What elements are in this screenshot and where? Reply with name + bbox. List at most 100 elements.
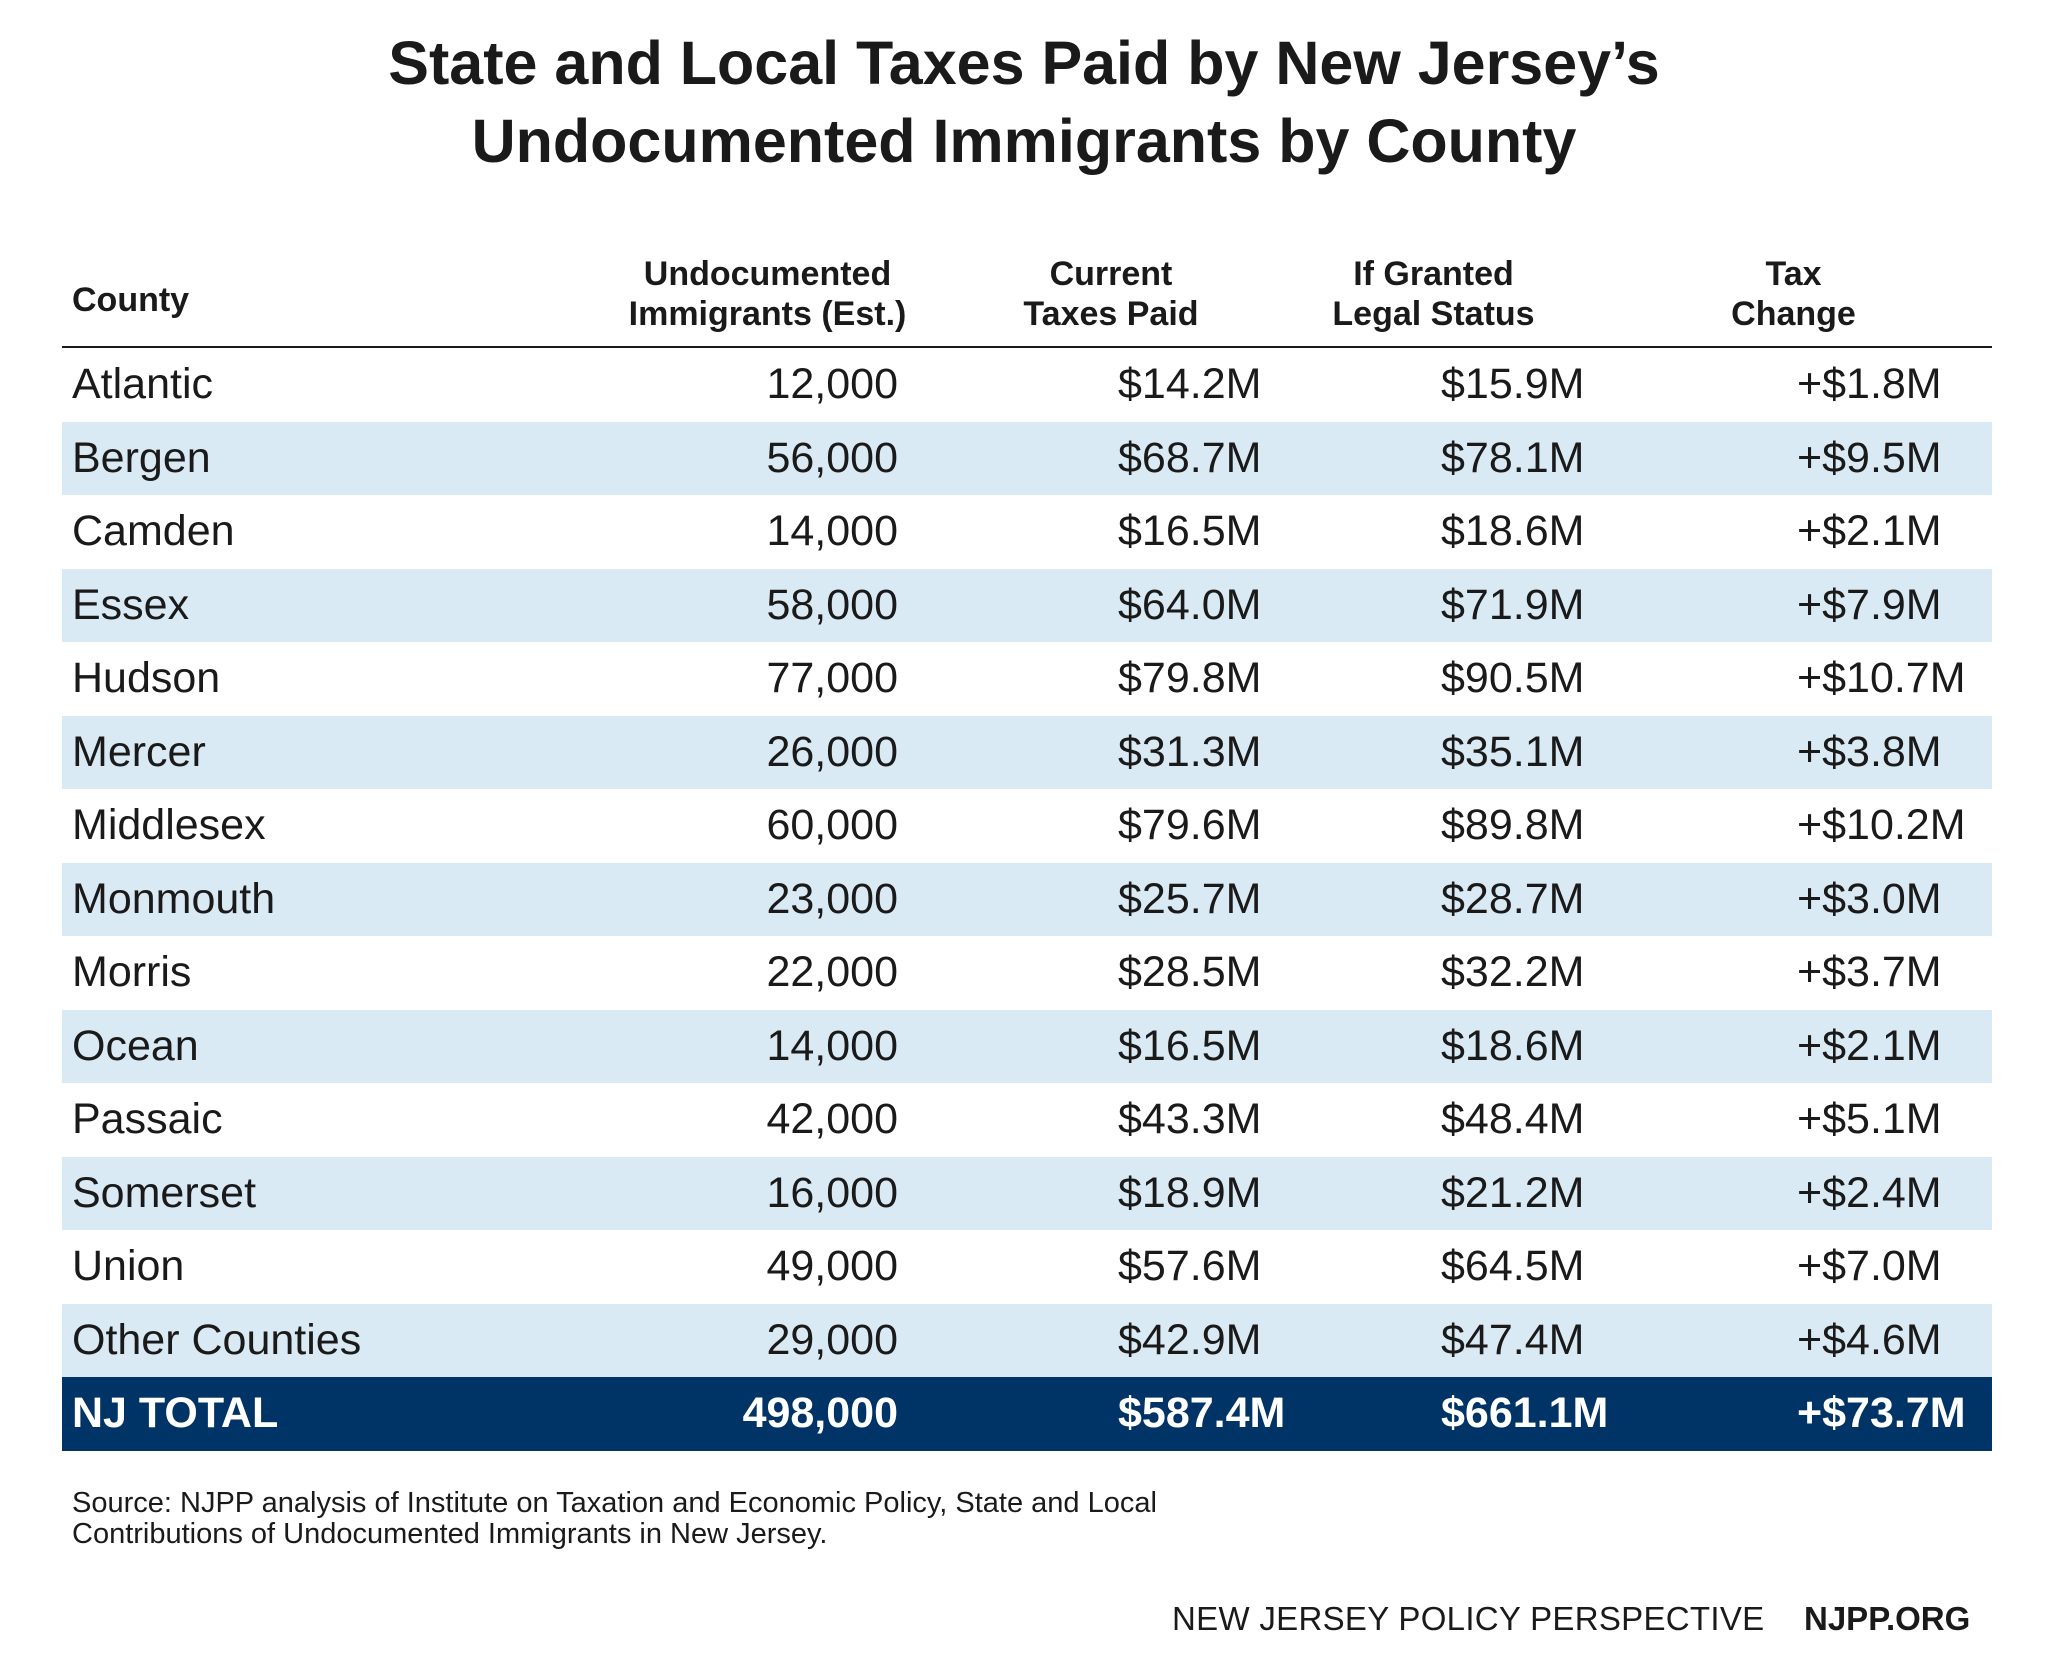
tax-change-cell: +$7.0M [1797,1242,1942,1291]
current-taxes-cell: $43.3M [1118,1095,1262,1144]
immigrants-cell: 22,000 [766,948,898,997]
source-line-1: Source: NJPP analysis of Institute on Ta… [72,1487,1157,1519]
county-cell: Atlantic [72,360,214,409]
county-cell: Ocean [62,1009,585,1083]
county-cell: Other Counties [62,1303,585,1377]
tax-change-cell: +$7.9M [1595,568,1992,642]
table-row: Essex 58,000 $64.0M $71.9M +$7.9M [62,568,1992,642]
tax-change-cell: +$9.5M [1595,421,1992,495]
county-cell: Mercer [62,715,585,789]
county-cell: Bergen [62,421,585,495]
source-note: Source: NJPP analysis of Institute on Ta… [72,1488,1372,1550]
table-body: Atlantic 12,000 $14.2M $15.9M +$1.8M Ber… [62,347,1992,1451]
granted-taxes-cell: $78.1M [1272,421,1595,495]
tax-change-cell: +$3.0M [1595,862,1992,936]
table-row: Camden 14,000 $16.5M $18.6M +$2.1M [62,495,1992,569]
immigrants-cell: 23,000 [585,862,950,936]
immigrants-cell: 56,000 [585,421,950,495]
granted-taxes-cell: $35.1M [1272,715,1595,789]
granted-taxes-cell: $21.2M [1272,1156,1595,1230]
table-row: Mercer 26,000 $31.3M $35.1M +$3.8M [62,715,1992,789]
current-taxes-cell: $14.2M [1118,360,1262,409]
granted-taxes-cell: $28.7M [1272,862,1595,936]
immigrants-cell: 14,000 [766,507,898,556]
immigrants-cell: 14,000 [585,1009,950,1083]
table-row: Monmouth 23,000 $25.7M $28.7M +$3.0M [62,862,1992,936]
table-row: Hudson 77,000 $79.8M $90.5M +$10.7M [62,642,1992,716]
table-row: Ocean 14,000 $16.5M $18.6M +$2.1M [62,1009,1992,1083]
table-row: Somerset 16,000 $18.9M $21.2M +$2.4M [62,1156,1992,1230]
county-cell: Passaic [72,1095,223,1144]
header-county: County [62,215,585,348]
immigrants-cell: 77,000 [766,654,898,703]
immigrants-cell: 60,000 [766,801,898,850]
tax-change-cell: +$3.7M [1797,948,1942,997]
tax-change-cell: +$10.7M [1797,654,1966,703]
total-row: NJ TOTAL 498,000 $587.4M $661.1M +$73.7M [62,1377,1992,1451]
table-row: Other Counties 29,000 $42.9M $47.4M +$4.… [62,1303,1992,1377]
granted-taxes-cell: $18.6M [1441,507,1585,556]
source-line-2: Contributions of Undocumented Immigrants… [72,1518,828,1550]
title-line-2: Undocumented Immigrants by County [471,107,1577,175]
county-cell: Hudson [72,654,221,703]
immigrants-cell: 16,000 [585,1156,950,1230]
footer-url: NJPP.ORG [1804,1600,1971,1637]
current-taxes-cell: $16.5M [950,1009,1272,1083]
tax-change-cell: +$5.1M [1797,1095,1942,1144]
tax-change-cell: +$2.1M [1595,1009,1992,1083]
immigrants-cell: 58,000 [585,568,950,642]
current-taxes-cell: $42.9M [950,1303,1272,1377]
current-taxes-cell: $57.6M [1118,1242,1262,1291]
granted-taxes-cell: $32.2M [1441,948,1585,997]
current-taxes-cell: $28.5M [1118,948,1262,997]
granted-taxes-cell: $71.9M [1272,568,1595,642]
granted-taxes-cell: $18.6M [1272,1009,1595,1083]
table-row: Bergen 56,000 $68.7M $78.1M +$9.5M [62,421,1992,495]
table-row: Middlesex 60,000 $79.6M $89.8M +$10.2M [62,789,1992,863]
county-cell: Monmouth [62,862,585,936]
county-cell: Somerset [62,1156,585,1230]
current-taxes-cell: $79.6M [1118,801,1262,850]
granted-taxes-cell: $89.8M [1441,801,1585,850]
table-row: Atlantic 12,000 $14.2M $15.9M +$1.8M [62,347,1992,422]
header-immigrants: Undocumented Immigrants (Est.) [585,215,950,348]
immigrants-cell: 29,000 [585,1303,950,1377]
title-line-1: State and Local Taxes Paid by New Jersey… [388,29,1660,97]
immigrants-cell: 49,000 [766,1242,898,1291]
immigrants-cell: 26,000 [585,715,950,789]
county-cell: Morris [72,948,192,997]
county-cell: Union [72,1242,185,1291]
table-header: County Undocumented Immigrants (Est.) Cu… [62,215,1992,348]
tax-change-cell: +$1.8M [1797,360,1942,409]
tax-change-cell: +$10.2M [1797,801,1966,850]
current-taxes-cell: $79.8M [1118,654,1262,703]
total-immigrants: 498,000 [585,1377,950,1451]
tax-change-cell: +$2.4M [1595,1156,1992,1230]
current-taxes-cell: $31.3M [950,715,1272,789]
tax-change-cell: +$4.6M [1595,1303,1992,1377]
total-label: NJ TOTAL [62,1377,585,1451]
current-taxes-cell: $64.0M [950,568,1272,642]
table-row: Morris 22,000 $28.5M $32.2M +$3.7M [62,936,1992,1010]
table-row: Passaic 42,000 $43.3M $48.4M +$5.1M [62,1083,1992,1157]
footer-org-name: NEW JERSEY POLICY PERSPECTIVE [1172,1600,1765,1637]
immigrants-cell: 42,000 [766,1095,898,1144]
county-cell: Camden [72,507,235,556]
granted-taxes-cell: $64.5M [1441,1242,1585,1291]
header-if-granted: If Granted Legal Status [1272,215,1595,348]
granted-taxes-cell: $47.4M [1272,1303,1595,1377]
tax-change-cell: +$3.8M [1595,715,1992,789]
total-tax-change: +$73.7M [1595,1377,1992,1451]
header-current-taxes: Current Taxes Paid [950,215,1272,348]
tax-table: County Undocumented Immigrants (Est.) Cu… [62,215,1992,1451]
total-granted-taxes: $661.1M [1272,1377,1608,1451]
page-title: State and Local Taxes Paid by New Jersey… [0,24,2048,180]
county-cell: Middlesex [72,801,266,850]
granted-taxes-cell: $48.4M [1441,1095,1585,1144]
county-cell: Essex [62,568,585,642]
current-taxes-cell: $18.9M [950,1156,1272,1230]
immigrants-cell: 12,000 [766,360,898,409]
tax-change-cell: +$2.1M [1797,507,1942,556]
current-taxes-cell: $68.7M [950,421,1272,495]
current-taxes-cell: $25.7M [950,862,1272,936]
